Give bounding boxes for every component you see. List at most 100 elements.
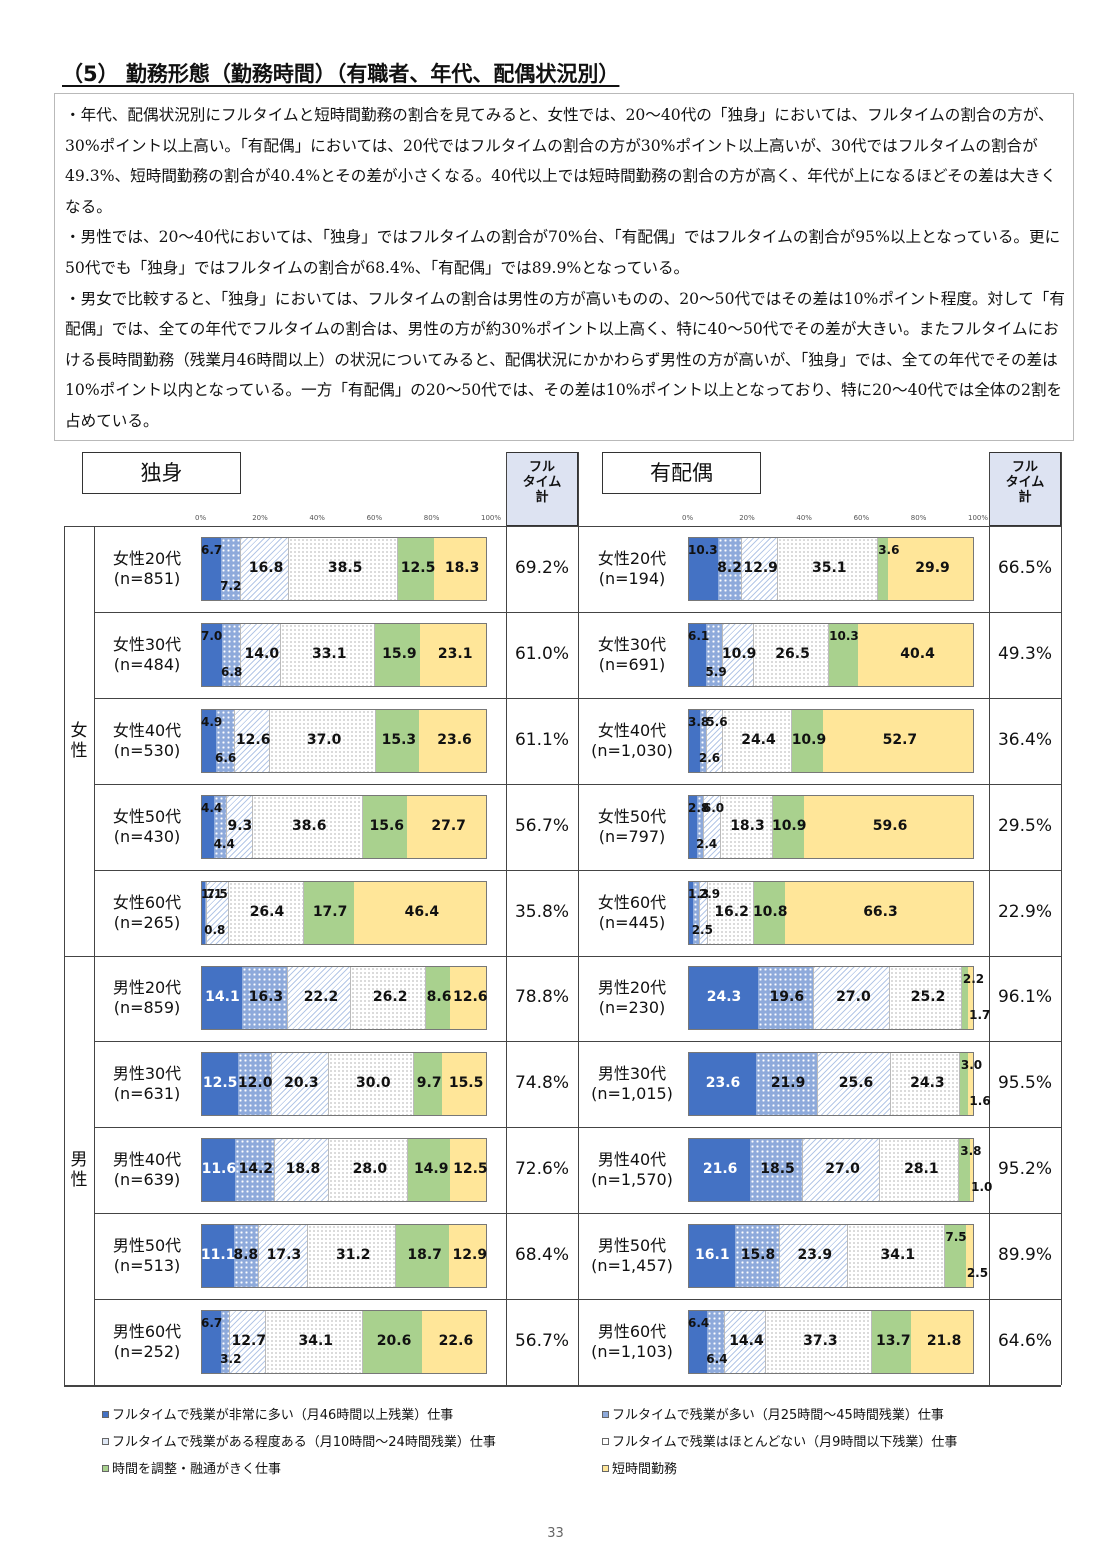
bar-segment (202, 1139, 235, 1202)
legend-swatch (602, 1411, 609, 1418)
bar-value-label: 12.9 (743, 559, 778, 576)
bar-value-label: 24.4 (741, 731, 776, 748)
bar-value-label: 35.1 (811, 559, 847, 576)
bar-value-label: 0.8 (204, 922, 226, 937)
bar-segment (689, 881, 693, 944)
bar-value-label: 15.3 (381, 731, 417, 748)
bar-segment (221, 1311, 231, 1374)
row-label: 男性40代 (n=1,570) (578, 1150, 686, 1190)
bar-value-label: 18.7 (407, 1247, 442, 1264)
fulltime-total-value: 95.5% (997, 1073, 1052, 1094)
bar-value-label: 12.0 (237, 1075, 273, 1092)
fulltime-total-value: 64.6% (997, 1331, 1052, 1352)
fulltime-total-value: 89.9% (997, 1245, 1052, 1266)
axis-tick-label: 0% (682, 514, 694, 522)
bar-value-label: 11.6 (201, 1161, 237, 1178)
bar-value-label: 6.7 (201, 542, 223, 557)
bar-value-label: 27.0 (836, 989, 871, 1006)
row-label-group: 男性60代 (112, 1322, 182, 1342)
bar-value-label: 25.2 (910, 989, 946, 1006)
grid-line (989, 526, 990, 1385)
bar-segment (692, 881, 700, 944)
bar-value-label: 20.6 (376, 1333, 412, 1350)
summary-paragraph: ・年代、配偶状況別にフルタイムと短時間勤務の割合を見てみると、女性では、20～4… (65, 106, 1057, 216)
summary-paragraph: ・男女で比較すると、「独身」においては、フルタイムの割合は男性の方が高いものの、… (65, 289, 1065, 430)
fulltime-total-value: 56.7% (514, 1331, 569, 1352)
fulltime-total-value: 36.4% (997, 729, 1052, 750)
legend-label: フルタイムで残業はほとんどない（月9時間以下残業）仕事 (612, 1435, 958, 1450)
bar-value-label: 23.9 (797, 1247, 833, 1264)
axis-tick-label: 80% (423, 514, 440, 522)
bar-segment (418, 709, 486, 772)
axis-tick-label: 40% (796, 514, 812, 522)
bar-segment (706, 623, 724, 686)
bar-value-label: 34.1 (298, 1333, 334, 1350)
bar-segment (396, 1225, 450, 1288)
row-label-group: 男性50代 (597, 1236, 667, 1256)
bar-value-label: 2.6 (698, 750, 721, 765)
stacked-bar (201, 1224, 487, 1289)
bar-segment (407, 795, 486, 858)
bar-value-label: 37.0 (306, 731, 342, 748)
bar-value-label: 30.0 (356, 1075, 391, 1092)
grid-line (94, 697, 1061, 699)
stacked-bar (688, 1138, 974, 1203)
bar-segment (818, 1053, 891, 1116)
bar-segment (699, 881, 709, 944)
bar-segment (420, 623, 486, 686)
bar-segment (234, 1139, 276, 1202)
legend-swatch (602, 1438, 609, 1445)
row-label-group: 女性50代 (112, 806, 182, 826)
bar-value-label: 12.9 (452, 1247, 488, 1264)
bar-value-label: 19.6 (769, 989, 805, 1006)
axis-tick-label: 60% (366, 514, 383, 522)
legend-item: フルタイムで残業はほとんどない（月9時間以下残業）仕事 (602, 1431, 957, 1450)
row-label-n: (n=1,570) (591, 1170, 673, 1190)
row-label: 女性30代 (n=691) (578, 635, 686, 675)
grid-line (506, 452, 507, 526)
legend-label: フルタイムで残業がある程度ある（月10時間～24時間残業）仕事 (112, 1435, 496, 1450)
row-label-n: (n=1,015) (591, 1084, 673, 1104)
row-label: 女性20代 (n=851) (94, 549, 200, 589)
bar-segment (414, 1053, 442, 1116)
bar-segment (890, 1053, 960, 1116)
bar-value-label: 1.6 (969, 1094, 991, 1109)
bar-value-label: 5.6 (706, 714, 728, 729)
axis-tick-label: 80% (910, 514, 927, 522)
row-label: 男性20代 (n=230) (578, 978, 686, 1018)
bar-value-label: 6.7 (201, 1316, 223, 1331)
bar-segment (703, 795, 721, 858)
bar-value-label: 10.9 (791, 731, 827, 748)
bar-segment (754, 881, 785, 944)
stacked-bar (688, 708, 974, 773)
grid-line (94, 611, 1061, 613)
bar-segment (689, 709, 700, 772)
bar-value-label: 3.8 (960, 1144, 982, 1159)
grid-line (506, 526, 507, 1385)
married-header: 有配偶 (602, 452, 761, 494)
bar-value-label: 2.5 (966, 1266, 989, 1281)
bar-value-label: 2.8 (688, 800, 710, 815)
legend-item: 時間を調整・融通がきく仕事 (102, 1458, 281, 1477)
bar-value-label: 38.6 (291, 817, 327, 834)
bar-value-label: 12.6 (235, 731, 271, 748)
bar-segment (813, 967, 891, 1030)
bar-segment (689, 1053, 757, 1116)
bar-segment (968, 967, 973, 1030)
bar-value-label: 12.5 (202, 1075, 238, 1092)
stacked-bar (688, 1052, 974, 1117)
bar-segment (328, 1139, 409, 1202)
row-label-group: 男性30代 (597, 1064, 667, 1084)
bar-value-label: 1.0 (971, 1180, 993, 1195)
bar-value-label: 6.4 (706, 1352, 728, 1367)
grid-line (1061, 452, 1062, 526)
bar-segment (307, 1225, 397, 1288)
fulltime-total-value: 61.0% (514, 643, 569, 664)
fulltime-total-value: 66.5% (997, 557, 1052, 578)
bar-value-label: 59.6 (872, 817, 908, 834)
row-label-group: 男性40代 (597, 1150, 667, 1170)
bar-segment (281, 623, 376, 686)
fulltime-total-value: 69.2% (514, 557, 569, 578)
row-label-n: (n=851) (113, 568, 181, 588)
bar-value-label: 6.4 (688, 1316, 710, 1331)
